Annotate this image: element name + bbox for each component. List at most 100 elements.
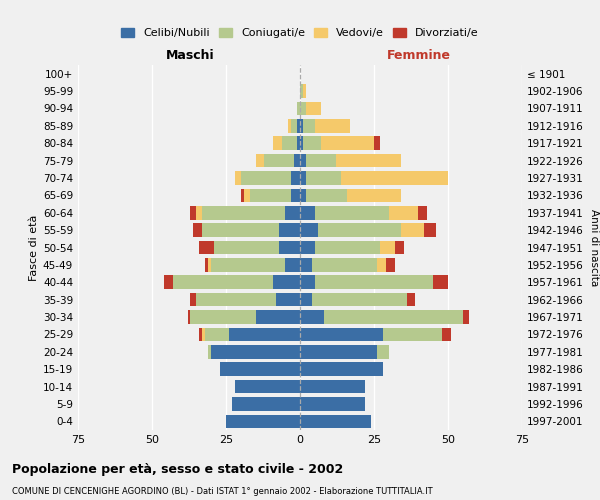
Bar — [312, 258, 377, 272]
Text: COMUNE DI CENCENIGHE AGORDINO (BL) - Dati ISTAT 1° gennaio 2002 - Elaborazione T: COMUNE DI CENCENIGHE AGORDINO (BL) - Dat… — [12, 488, 433, 496]
Bar — [285, 258, 300, 272]
Bar — [235, 171, 241, 185]
Bar — [229, 328, 300, 341]
Bar — [285, 206, 300, 220]
Bar — [347, 188, 401, 202]
Bar — [297, 136, 300, 150]
Bar — [279, 240, 300, 254]
Bar — [277, 293, 300, 306]
Bar — [306, 154, 335, 168]
Bar — [315, 276, 433, 289]
Bar — [288, 119, 291, 132]
Bar — [300, 240, 315, 254]
Bar — [208, 345, 211, 358]
Bar — [335, 154, 401, 168]
Bar — [208, 258, 211, 272]
Bar — [190, 206, 196, 220]
Bar — [380, 240, 395, 254]
Bar — [341, 171, 448, 185]
Bar — [300, 102, 306, 115]
Bar — [300, 84, 303, 98]
Bar — [383, 328, 442, 341]
Bar — [202, 328, 205, 341]
Bar — [214, 240, 279, 254]
Bar — [303, 136, 321, 150]
Bar — [205, 328, 229, 341]
Bar — [442, 328, 451, 341]
Bar — [220, 362, 300, 376]
Bar — [303, 84, 306, 98]
Bar — [315, 206, 389, 220]
Bar — [211, 258, 285, 272]
Bar — [173, 276, 274, 289]
Bar — [199, 328, 202, 341]
Bar — [303, 119, 315, 132]
Bar — [424, 224, 436, 237]
Bar — [241, 171, 291, 185]
Bar — [300, 293, 312, 306]
Y-axis label: Fasce di età: Fasce di età — [29, 214, 39, 280]
Bar — [374, 136, 380, 150]
Bar — [315, 119, 350, 132]
Bar — [241, 188, 244, 202]
Bar — [291, 171, 300, 185]
Bar — [256, 310, 300, 324]
Bar — [377, 258, 386, 272]
Bar — [300, 276, 315, 289]
Bar — [300, 310, 323, 324]
Bar — [306, 171, 341, 185]
Bar — [196, 293, 277, 306]
Bar — [244, 188, 250, 202]
Bar — [300, 414, 371, 428]
Bar — [401, 224, 424, 237]
Bar — [265, 154, 294, 168]
Bar — [202, 224, 279, 237]
Text: Popolazione per età, sesso e stato civile - 2002: Popolazione per età, sesso e stato civil… — [12, 462, 343, 475]
Bar — [377, 345, 389, 358]
Bar — [274, 136, 282, 150]
Bar — [164, 276, 173, 289]
Text: Femmine: Femmine — [386, 48, 451, 62]
Bar — [300, 328, 383, 341]
Bar — [300, 188, 306, 202]
Bar — [211, 345, 300, 358]
Bar — [279, 224, 300, 237]
Text: Maschi: Maschi — [166, 48, 215, 62]
Bar — [297, 102, 300, 115]
Y-axis label: Anni di nascita: Anni di nascita — [589, 209, 599, 286]
Bar — [323, 310, 463, 324]
Bar — [300, 171, 306, 185]
Bar — [300, 345, 377, 358]
Bar — [235, 380, 300, 394]
Bar — [196, 206, 202, 220]
Bar — [291, 188, 300, 202]
Bar — [300, 224, 318, 237]
Bar — [433, 276, 448, 289]
Bar — [306, 102, 321, 115]
Bar — [300, 136, 303, 150]
Bar — [300, 154, 306, 168]
Bar — [282, 136, 297, 150]
Bar — [232, 397, 300, 410]
Bar — [386, 258, 395, 272]
Bar — [190, 293, 196, 306]
Bar — [190, 310, 256, 324]
Bar — [306, 188, 347, 202]
Bar — [226, 414, 300, 428]
Bar — [291, 119, 297, 132]
Bar — [463, 310, 469, 324]
Bar — [312, 293, 407, 306]
Bar — [300, 380, 365, 394]
Bar — [205, 258, 208, 272]
Bar — [300, 397, 365, 410]
Bar — [321, 136, 374, 150]
Bar — [250, 188, 291, 202]
Bar — [202, 206, 285, 220]
Bar — [389, 206, 418, 220]
Bar — [199, 240, 214, 254]
Bar — [418, 206, 427, 220]
Bar — [300, 362, 383, 376]
Bar — [300, 258, 312, 272]
Bar — [256, 154, 265, 168]
Bar — [274, 276, 300, 289]
